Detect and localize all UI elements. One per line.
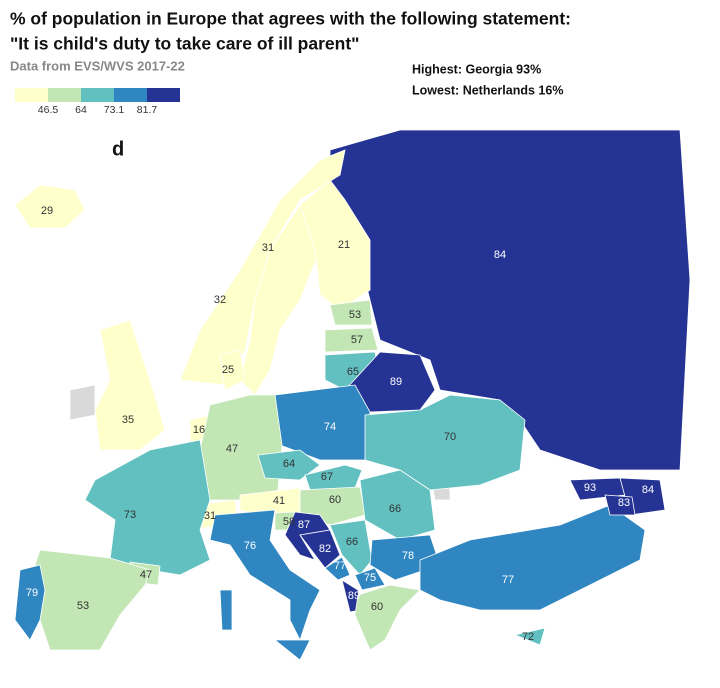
title: % of population in Europe that agrees wi… <box>10 9 571 29</box>
region-value-label: 76 <box>244 540 256 552</box>
legend-break-label: 64 <box>75 104 87 116</box>
region <box>199 394 283 501</box>
region <box>179 149 346 386</box>
region-value-label: 67 <box>321 471 333 483</box>
lowest: Lowest: Netherlands 16% <box>412 83 563 97</box>
region <box>329 519 373 576</box>
region-value-label: 74 <box>324 421 336 433</box>
region-value-label: 53 <box>349 309 361 321</box>
region-value-label: 16 <box>193 424 205 436</box>
region-value-label: 70 <box>444 431 456 443</box>
legend-swatch <box>48 88 81 102</box>
region <box>419 504 646 611</box>
region <box>604 494 636 516</box>
region-value-label: 60 <box>329 494 341 506</box>
region-value-label: 60 <box>371 601 383 613</box>
region-value-label: 41 <box>273 495 285 507</box>
region-value-label: 73 <box>124 509 136 521</box>
region-value-label: 72 <box>522 631 534 643</box>
region-value-label: 29 <box>41 205 53 217</box>
region <box>324 327 379 353</box>
region <box>304 464 363 491</box>
region-value-label: 47 <box>140 569 152 581</box>
region-value-label: 75 <box>364 572 376 584</box>
region-value-label: 32 <box>214 294 226 306</box>
region-value-label: 47 <box>226 443 238 455</box>
region <box>274 384 371 461</box>
region-value-label: 35 <box>122 414 134 426</box>
region <box>14 184 86 229</box>
region <box>354 567 386 591</box>
region-value-label: 83 <box>618 497 630 509</box>
legend-swatch <box>147 88 180 102</box>
region-value-label: 64 <box>283 458 295 470</box>
region-value-label: 84 <box>494 249 506 261</box>
region-value-label: 66 <box>389 503 401 515</box>
region <box>354 584 421 651</box>
region <box>329 299 373 326</box>
region-value-label: 57 <box>351 334 363 346</box>
region-value-label: 89 <box>348 590 360 602</box>
region <box>94 319 166 451</box>
region-value-label: 25 <box>222 364 234 376</box>
legend-swatch <box>15 88 48 102</box>
region <box>324 556 351 581</box>
source: Data from EVS/WVS 2017-22 <box>10 58 185 73</box>
land <box>14 129 691 661</box>
no-data-region <box>69 384 96 421</box>
region-part <box>273 639 311 661</box>
region-value-label: 77 <box>334 560 346 572</box>
region <box>299 179 371 311</box>
panel-label: d <box>112 138 124 160</box>
region-value-label: 84 <box>642 484 654 496</box>
region-value-label: 78 <box>402 550 414 562</box>
region-value-label: 65 <box>347 366 359 378</box>
region-value-label: 66 <box>346 536 358 548</box>
region-value-label: 82 <box>319 543 331 555</box>
region-value-label: 31 <box>204 510 216 522</box>
subtitle: "It is child's duty to take care of ill … <box>10 34 359 54</box>
legend-break-label: 81.7 <box>137 104 158 116</box>
legend-swatch <box>114 88 147 102</box>
highest: Highest: Georgia 93% <box>412 62 541 76</box>
region <box>219 349 246 391</box>
region-part <box>219 589 233 631</box>
region <box>513 627 546 646</box>
region <box>364 394 526 491</box>
region-value-label: 58 <box>283 516 295 528</box>
legend-break-label: 46.5 <box>38 104 59 116</box>
region <box>14 564 46 641</box>
region <box>84 439 211 576</box>
legend-break-label: 73.1 <box>104 104 125 116</box>
region <box>34 549 151 651</box>
region-value-label: 77 <box>502 574 514 586</box>
region-value-label: 89 <box>390 376 402 388</box>
region-value-label: 21 <box>338 239 350 251</box>
region-value-label: 31 <box>262 242 274 254</box>
region <box>299 529 341 569</box>
region <box>284 511 331 561</box>
region-value-label: 87 <box>298 519 310 531</box>
legend-swatch <box>81 88 114 102</box>
region-value-label: 93 <box>584 482 596 494</box>
region <box>257 449 321 481</box>
region-value-label: 79 <box>26 587 38 599</box>
region-value-label: 53 <box>77 600 89 612</box>
